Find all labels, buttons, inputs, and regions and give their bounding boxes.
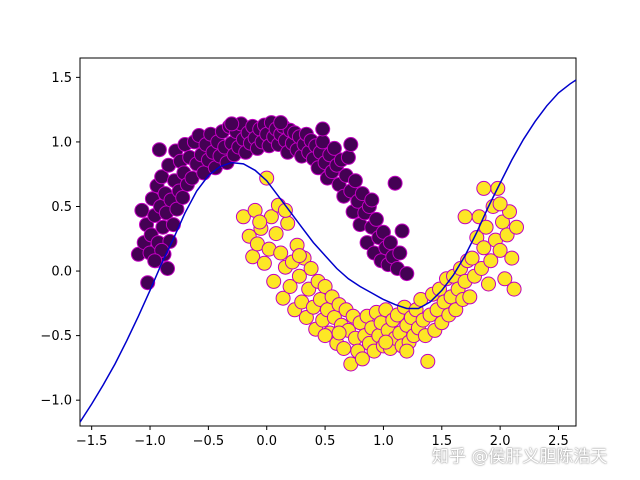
scatter-point-class-1: [497, 271, 513, 287]
scatter-point-class-1: [378, 334, 394, 350]
scatter-point-class-1: [476, 180, 492, 196]
scatter-point-class-1: [259, 170, 275, 186]
y-tick-label: 1.5: [51, 71, 72, 86]
scatter-point-class-0: [154, 242, 170, 258]
scatter-point-class-1: [256, 255, 272, 271]
x-tick-label: −1.0: [134, 434, 166, 449]
decision-boundary-layer: [80, 79, 576, 423]
scatter-point-class-0: [392, 245, 408, 261]
x-axis: −1.5 −1.0 −0.5 0.0 0.5 1.0 1.5 2.0 2.5: [76, 426, 569, 449]
scatter-point-class-0: [160, 261, 175, 276]
scatter-point-class-1: [275, 290, 291, 306]
scatter-point-class-0: [340, 149, 356, 165]
y-tick-label: −1.0: [40, 394, 72, 409]
scatter-point-class-1: [268, 226, 284, 242]
scatter-point-class-1: [266, 273, 282, 289]
scatter-point-class-1: [280, 215, 296, 231]
scatter-point-class-1: [354, 351, 370, 367]
scatter-point-class-1: [420, 353, 436, 369]
scatter-point-class-1: [245, 249, 261, 265]
points-layer: [130, 115, 524, 372]
scatter-point-class-1: [252, 214, 268, 230]
scatter-point-class-0: [382, 235, 398, 251]
scatter-point-class-0: [394, 223, 410, 239]
y-tick-label: 1.0: [51, 135, 72, 150]
decision-boundary-line: [80, 79, 576, 423]
x-tick-label: 0.5: [315, 434, 336, 449]
y-tick-label: 0.0: [51, 265, 72, 280]
y-tick-label: −0.5: [40, 329, 72, 344]
scatter-point-class-1: [291, 248, 307, 264]
scatter-point-class-0: [315, 121, 331, 137]
x-tick-label: −1.5: [76, 434, 108, 449]
x-tick-label: 2.5: [548, 434, 569, 449]
scatter-point-class-1: [462, 289, 478, 305]
scatter-point-class-0: [364, 192, 380, 208]
scatter-point-class-1: [336, 341, 352, 356]
plot-area-frame: [79, 57, 577, 427]
scatter-point-class-1: [317, 328, 333, 344]
scatter-point-class-0: [343, 137, 359, 152]
scatter-point-class-0: [147, 253, 163, 269]
scatter-point-class-0: [134, 202, 150, 218]
x-tick-label: 0.0: [256, 434, 277, 449]
scatter-point-class-1: [492, 242, 508, 258]
scatter-point-class-1: [464, 250, 480, 266]
x-tick-label: 2.0: [490, 434, 511, 449]
scatter-point-class-1: [303, 261, 319, 276]
y-tick-label: 0.5: [51, 200, 72, 215]
scatter-point-class-0: [375, 224, 391, 240]
scatter-point-class-1: [492, 196, 508, 212]
scatter-point-class-1: [399, 343, 415, 359]
scatter-point-class-1: [282, 279, 298, 294]
scatter-point-class-1: [483, 253, 499, 269]
scatter-point-class-1: [506, 281, 522, 297]
watermark: 知乎 @侯肝义胆陈浩天: [432, 447, 608, 467]
x-tick-label: 1.5: [431, 434, 452, 449]
scatter-point-class-0: [151, 142, 167, 158]
scatter-point-class-0: [368, 211, 384, 227]
scatter-point-class-0: [273, 115, 289, 131]
scatter-point-class-1: [298, 310, 314, 325]
y-axis: −1.0 −0.5 0.0 0.5 1.0 1.5: [40, 71, 80, 409]
scatter-point-class-0: [347, 173, 363, 189]
scatter-point-class-0: [326, 140, 342, 156]
scatter-point-class-1: [235, 209, 251, 225]
scatter-point-class-1: [273, 245, 289, 261]
scatter-point-class-0: [224, 116, 240, 132]
x-tick-label: −0.5: [193, 434, 225, 449]
scatter-point-class-1: [457, 209, 473, 225]
scatter-point-class-1: [331, 325, 347, 341]
scatter-point-class-0: [399, 266, 415, 282]
scatter-point-class-1: [277, 202, 293, 218]
x-tick-label: 1.0: [373, 434, 394, 449]
scatter-point-class-1: [504, 250, 520, 266]
scatter-point-class-1: [317, 279, 333, 294]
scatter-point-class-1: [476, 240, 492, 256]
scatter-point-class-0: [387, 175, 403, 191]
scatter-point-class-1: [481, 276, 496, 292]
scatter-point-class-1: [448, 302, 464, 318]
scatter-point-class-1: [509, 219, 524, 235]
scatter-point-class-0: [175, 190, 191, 205]
scatter-point-class-1: [291, 268, 307, 284]
